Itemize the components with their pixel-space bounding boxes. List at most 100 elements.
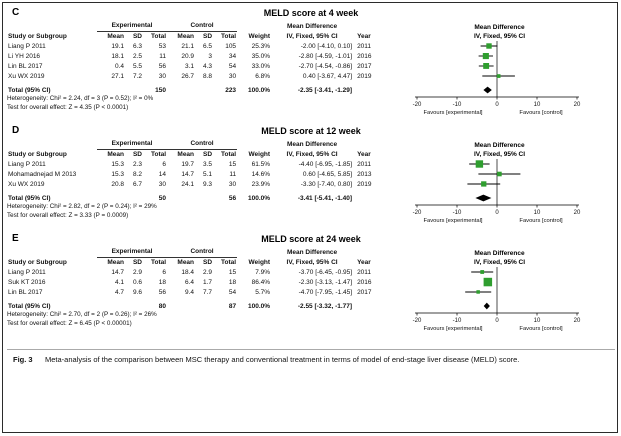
exp-mean-header: Mean <box>107 150 124 158</box>
ctrl-mean: 26.7 <box>181 72 195 80</box>
favours-left-label: Favours [experimental] <box>424 326 483 332</box>
mean-difference-ci: -2.70 [-4.54, -0.86] <box>298 62 353 70</box>
total-ctrl-sd <box>195 301 213 311</box>
control-group-header: Control <box>167 139 238 150</box>
weight: 33.0% <box>251 62 271 70</box>
favours-left-label: Favours [experimental] <box>424 110 483 116</box>
favours-right-label: Favours [control] <box>519 110 563 116</box>
overall-effect-text: Test for overall effect: Z = 6.45 (P < 0… <box>7 319 132 327</box>
ctrl-mean-header: Mean <box>177 258 195 266</box>
total-ctrl-total: 87 <box>228 302 237 310</box>
total-exp-sd <box>125 193 143 203</box>
spacer-cell <box>353 21 379 31</box>
panel-title: MELD score at 24 week <box>261 234 361 244</box>
tick-label: 0 <box>495 210 499 216</box>
experimental-group-header: Experimental <box>97 139 168 150</box>
exp-total-header: Total <box>150 150 167 158</box>
column-header-row: Study or Subgroup Mean SD Total Mean SD Total W… <box>7 149 379 159</box>
total-diamond <box>483 302 490 310</box>
exp-mean: 20.8 <box>111 180 124 188</box>
ctrl-total: 54 <box>228 62 237 70</box>
exp-mean-header: Mean <box>107 258 124 266</box>
study-row: Lin BL 2017 4.7 9.6 56 9.4 7.7 54 5.7% -4.70 [-7… <box>7 287 379 297</box>
exp-mean: 18.1 <box>111 52 124 60</box>
mean-difference-ci: -2.00 [-4.10, 0.10] <box>300 42 353 50</box>
exp-mean: 4.1 <box>114 278 124 286</box>
forest-table: Experimental Control Mean Difference Study … <box>7 21 379 95</box>
total-diamond <box>475 194 492 202</box>
spacer-cell <box>7 139 97 149</box>
spacer-cell <box>237 139 271 149</box>
total-mean-difference-ci: -2.35 [-3.41, -1.29] <box>297 86 353 94</box>
exp-sd-header: SD <box>132 150 142 158</box>
study-row: Liang P 2011 19.1 6.3 53 21.1 6.5 105 25.3% -2.0… <box>7 41 379 51</box>
iv-fixed-ci-header: IV, Fixed, 95% CI <box>286 32 338 40</box>
study-name: Xu WX 2019 <box>8 180 45 188</box>
experimental-group-header: Experimental <box>97 21 168 32</box>
forest-panels: C MELD score at 4 week Experimental Control… <box>7 7 615 333</box>
panel-title-row: D MELD score at 12 week <box>7 125 615 139</box>
total-year <box>353 193 379 203</box>
study-subgroup-header: Study or Subgroup <box>8 150 67 158</box>
total-mean-difference-ci: -2.55 [-3.32, -1.77] <box>297 302 353 310</box>
tick-label: -10 <box>453 318 462 324</box>
total-ctrl-sd <box>195 193 213 203</box>
mean-difference-ci: -2.80 [-4.59, -1.01] <box>298 52 353 60</box>
weight: 86.4% <box>251 278 271 286</box>
forest-header-line2: IV, Fixed, 95% CI <box>473 33 526 40</box>
total-diamond <box>483 86 492 94</box>
weight: 23.9% <box>251 180 271 188</box>
total-weight: 100.0% <box>248 194 271 202</box>
figure-caption-text: Meta-analysis of the comparison between … <box>45 355 520 364</box>
study-name: Liang P 2011 <box>8 160 46 168</box>
table-body: Liang P 2011 14.7 2.9 6 18.4 2.9 15 7.9% -3.70 [… <box>7 267 379 311</box>
ctrl-mean-header: Mean <box>177 150 195 158</box>
tick-label: -20 <box>413 210 422 216</box>
iv-fixed-ci-header: IV, Fixed, 95% CI <box>286 258 338 266</box>
tick-label: -10 <box>453 210 462 216</box>
weight: 5.7% <box>255 288 271 296</box>
ctrl-sd: 9.3 <box>202 180 213 188</box>
weight: 25.3% <box>251 42 271 50</box>
study-row: Xu WX 2019 20.8 6.7 30 24.1 9.3 30 23.9% -3.30 [… <box>7 179 379 189</box>
total-exp-total: 80 <box>158 302 167 310</box>
study-name: Xu WX 2019 <box>8 72 45 80</box>
ctrl-total: 30 <box>228 72 237 80</box>
ctrl-total: 54 <box>228 288 237 296</box>
overall-effect-text: Test for overall effect: Z = 4.35 (P < 0… <box>7 103 129 111</box>
study-row: Li YH 2016 18.1 2.5 11 20.9 3 34 35.0% -2.80 [-4… <box>7 51 379 61</box>
study-row: Mohamadnejad M 2013 15.3 8.2 14 14.7 5.1 11 14.… <box>7 169 379 179</box>
exp-mean: 19.1 <box>111 42 124 50</box>
exp-total: 6 <box>162 160 167 168</box>
forest-panel-C: C MELD score at 4 week Experimental Control… <box>7 7 615 117</box>
exp-total: 18 <box>158 278 167 286</box>
study-row: Xu WX 2019 27.1 7.2 30 26.7 8.8 30 6.8% 0.40 [-3… <box>7 71 379 81</box>
total-exp-mean <box>97 193 125 203</box>
favours-right-label: Favours [control] <box>519 326 563 332</box>
year: 2019 <box>357 180 372 188</box>
exp-total: 11 <box>159 52 167 60</box>
year: 2011 <box>357 268 372 276</box>
table-header: Experimental Control Mean Difference Study … <box>7 21 379 41</box>
total-ctrl-total: 56 <box>228 194 237 202</box>
study-name: Liang P 2011 <box>8 42 46 50</box>
ctrl-total: 18 <box>228 278 237 286</box>
weight-header: Weight <box>248 258 271 266</box>
panel-title-row: E MELD score at 24 week <box>7 233 615 247</box>
exp-sd: 2.5 <box>132 52 142 60</box>
tick-label: 0 <box>495 318 499 324</box>
ctrl-mean: 19.7 <box>181 160 195 168</box>
ctrl-mean: 6.4 <box>184 278 195 286</box>
exp-sd-header: SD <box>132 258 142 266</box>
effect-square <box>475 160 484 168</box>
exp-sd-header: SD <box>132 32 142 40</box>
year: 2013 <box>357 170 372 178</box>
table-column: Experimental Control Mean Difference Study … <box>7 139 383 220</box>
heterogeneity-text: Heterogeneity: Chi² = 2.82, df = 2 (P = … <box>7 203 157 210</box>
tick-label: 10 <box>534 210 541 216</box>
total-label: Total (95% CI) <box>8 302 51 310</box>
year: 2019 <box>357 72 372 80</box>
mean-difference-ci: 0.40 [-3.67, 4.47] <box>302 72 353 80</box>
panel-label: E <box>12 233 19 244</box>
ctrl-sd: 1.7 <box>202 278 213 286</box>
